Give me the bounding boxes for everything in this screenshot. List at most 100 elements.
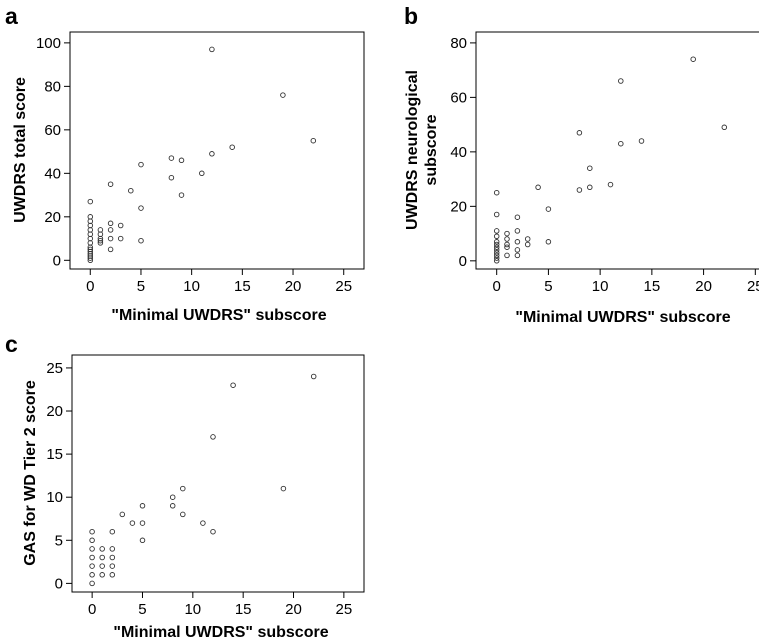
panel-b: b 0 20 40 60 80 0 5 10 15 20 25 UWDRS neurologica… bbox=[404, 3, 759, 326]
data-point bbox=[587, 184, 593, 191]
x-tick-label: 15 bbox=[235, 601, 252, 618]
data-point bbox=[280, 485, 287, 492]
data-point bbox=[139, 537, 146, 544]
data-point bbox=[493, 228, 500, 234]
y-tick-label: 0 bbox=[459, 253, 467, 270]
data-point bbox=[493, 233, 500, 240]
data-point bbox=[493, 249, 500, 256]
data-point bbox=[504, 252, 510, 259]
data-point bbox=[87, 198, 94, 205]
data-point bbox=[545, 239, 552, 245]
data-point bbox=[504, 244, 510, 250]
data-point bbox=[210, 528, 216, 535]
data-point bbox=[504, 241, 510, 248]
data-point bbox=[117, 235, 124, 242]
data-point bbox=[535, 184, 541, 191]
data-point bbox=[117, 222, 124, 229]
x-tick-label: 25 bbox=[336, 601, 353, 618]
data-point bbox=[169, 494, 176, 500]
x-axis-title: "Minimal UWDRS" subscore bbox=[515, 309, 730, 326]
data-point bbox=[618, 140, 624, 147]
data-point bbox=[107, 227, 114, 233]
x-tick-label: 20 bbox=[285, 601, 302, 618]
data-point bbox=[209, 46, 215, 53]
data-point bbox=[107, 181, 114, 187]
y-tick-label: 40 bbox=[44, 165, 61, 182]
scatter-series bbox=[89, 373, 317, 587]
y-axis-title: UWDRS total score bbox=[12, 77, 29, 223]
x-tick-label: 25 bbox=[747, 278, 759, 295]
plot-frame bbox=[69, 31, 365, 270]
x-tick-label: 15 bbox=[644, 278, 661, 295]
y-tick-label: 60 bbox=[44, 122, 61, 139]
y-axis-title-line-2: subscore bbox=[423, 114, 440, 185]
data-point bbox=[310, 373, 317, 380]
data-point bbox=[310, 137, 317, 144]
data-point bbox=[576, 130, 583, 136]
y-tick-label: 20 bbox=[450, 198, 467, 215]
data-point bbox=[89, 554, 95, 561]
data-point bbox=[178, 192, 185, 198]
x-tick-label: 10 bbox=[592, 278, 609, 295]
data-point bbox=[99, 554, 105, 561]
data-point bbox=[168, 174, 175, 181]
data-point bbox=[514, 247, 521, 253]
data-point bbox=[99, 563, 105, 569]
data-point bbox=[99, 546, 105, 552]
panel-c: c 0 5 10 15 20 25 0 5 10 15 20 25 GAS for WD Tier … bbox=[5, 331, 365, 641]
x-tick-label: 20 bbox=[695, 278, 712, 295]
data-point bbox=[524, 236, 531, 242]
data-point bbox=[138, 237, 144, 244]
data-point bbox=[180, 485, 186, 492]
data-point bbox=[107, 235, 114, 242]
data-point bbox=[493, 189, 500, 196]
data-point bbox=[209, 151, 215, 157]
x-axis: 0 5 10 15 20 25 bbox=[86, 269, 352, 295]
panel-a: a 0 20 40 60 80 100 0 5 10 15 20 25 UWDRS total sc… bbox=[5, 3, 365, 324]
data-point bbox=[524, 241, 531, 248]
data-point bbox=[107, 246, 114, 253]
plot-frame bbox=[71, 354, 365, 593]
data-point bbox=[109, 528, 116, 535]
y-tick-label: 40 bbox=[450, 144, 467, 161]
y-tick-label: 0 bbox=[53, 252, 61, 269]
x-tick-label: 15 bbox=[234, 278, 251, 295]
x-tick-label: 0 bbox=[88, 601, 96, 618]
y-axis-title: GAS for WD Tier 2 score bbox=[22, 380, 39, 566]
y-tick-label: 5 bbox=[55, 532, 63, 549]
data-point bbox=[180, 511, 186, 518]
x-tick-label: 5 bbox=[137, 278, 145, 295]
data-point bbox=[493, 255, 500, 261]
data-point bbox=[587, 165, 593, 171]
y-axis-title-line-1: UWDRS neurological bbox=[404, 70, 421, 230]
data-point bbox=[109, 563, 116, 569]
y-tick-label: 80 bbox=[44, 78, 61, 95]
x-tick-label: 5 bbox=[138, 601, 146, 618]
panel-letter: b bbox=[404, 3, 418, 29]
y-axis: 0 20 40 60 80 100 bbox=[36, 35, 70, 269]
data-point bbox=[107, 220, 114, 227]
data-point bbox=[638, 138, 645, 144]
data-point bbox=[618, 78, 624, 84]
x-axis-title: "Minimal UWDRS" subscore bbox=[111, 307, 326, 324]
y-axis: 0 5 10 15 20 25 bbox=[46, 360, 72, 592]
y-tick-label: 20 bbox=[46, 403, 63, 420]
x-axis-title: "Minimal UWDRS" subscore bbox=[113, 624, 328, 641]
data-point bbox=[128, 187, 134, 194]
data-point bbox=[545, 206, 552, 212]
scatter-series bbox=[87, 46, 317, 264]
y-tick-label: 15 bbox=[46, 446, 63, 463]
data-point bbox=[199, 170, 205, 177]
y-axis: 0 20 40 60 80 bbox=[450, 35, 476, 270]
data-point bbox=[514, 239, 521, 245]
data-point bbox=[514, 228, 521, 234]
data-point bbox=[89, 580, 95, 587]
data-point bbox=[514, 252, 521, 259]
data-point bbox=[607, 181, 614, 188]
data-point bbox=[493, 241, 500, 248]
x-axis: 0 5 10 15 20 25 bbox=[493, 269, 759, 295]
x-tick-label: 10 bbox=[183, 278, 200, 295]
data-point bbox=[504, 230, 510, 237]
y-tick-label: 80 bbox=[450, 35, 467, 52]
